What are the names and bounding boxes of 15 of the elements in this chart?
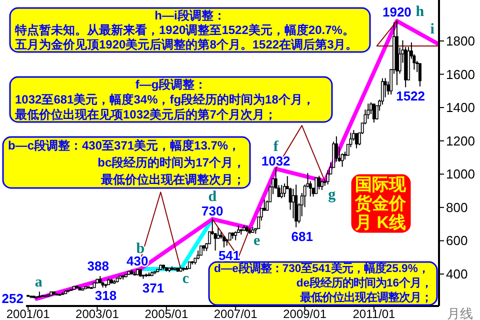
x-tick-label: 2009/01 <box>283 307 327 320</box>
x-tick-label: 2011/01 <box>352 307 396 320</box>
y-tick-label: 1600 <box>446 66 475 82</box>
y-tick-label: 1800 <box>446 33 475 48</box>
x-tick-label: 2005/01 <box>144 307 188 320</box>
y-tick-label: 1400 <box>446 100 475 116</box>
x-axis-title: 月线 <box>447 306 473 320</box>
y-tick-label: 600 <box>446 233 468 248</box>
x-tick-label: 2001/01 <box>6 307 50 320</box>
x-tick-label: 2007/01 <box>214 307 258 320</box>
y-tick-label: 1000 <box>446 166 475 182</box>
x-tick-label: 2003/01 <box>76 307 120 320</box>
y-tick-label: 1200 <box>446 133 475 148</box>
y-tick-label: 400 <box>446 266 468 282</box>
y-tick-label: 800 <box>446 200 468 215</box>
